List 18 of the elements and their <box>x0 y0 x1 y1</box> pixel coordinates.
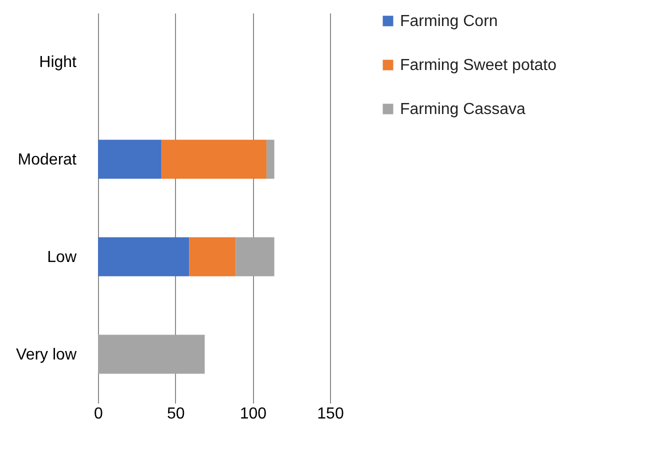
y-tick-label: Hight <box>39 54 78 71</box>
legend-label: Farming Corn <box>400 13 498 30</box>
legend-label: Farming Sweet potato <box>400 57 557 74</box>
y-tick-label: Moderat <box>18 151 78 168</box>
y-tick-label: Low <box>47 248 77 266</box>
bar <box>98 237 190 276</box>
x-tick-label: 150 <box>317 406 344 422</box>
x-tick-label: 100 <box>240 406 267 422</box>
bar <box>98 334 205 374</box>
x-tick-label: 0 <box>94 406 104 422</box>
legend-label: Farming Cassava <box>400 101 526 118</box>
bar <box>98 140 162 179</box>
y-tick-label: Very low <box>16 346 77 364</box>
bar <box>236 237 274 276</box>
x-tick-label: 50 <box>166 406 185 422</box>
bar <box>161 140 267 179</box>
bar <box>189 237 236 276</box>
bar <box>266 140 274 179</box>
